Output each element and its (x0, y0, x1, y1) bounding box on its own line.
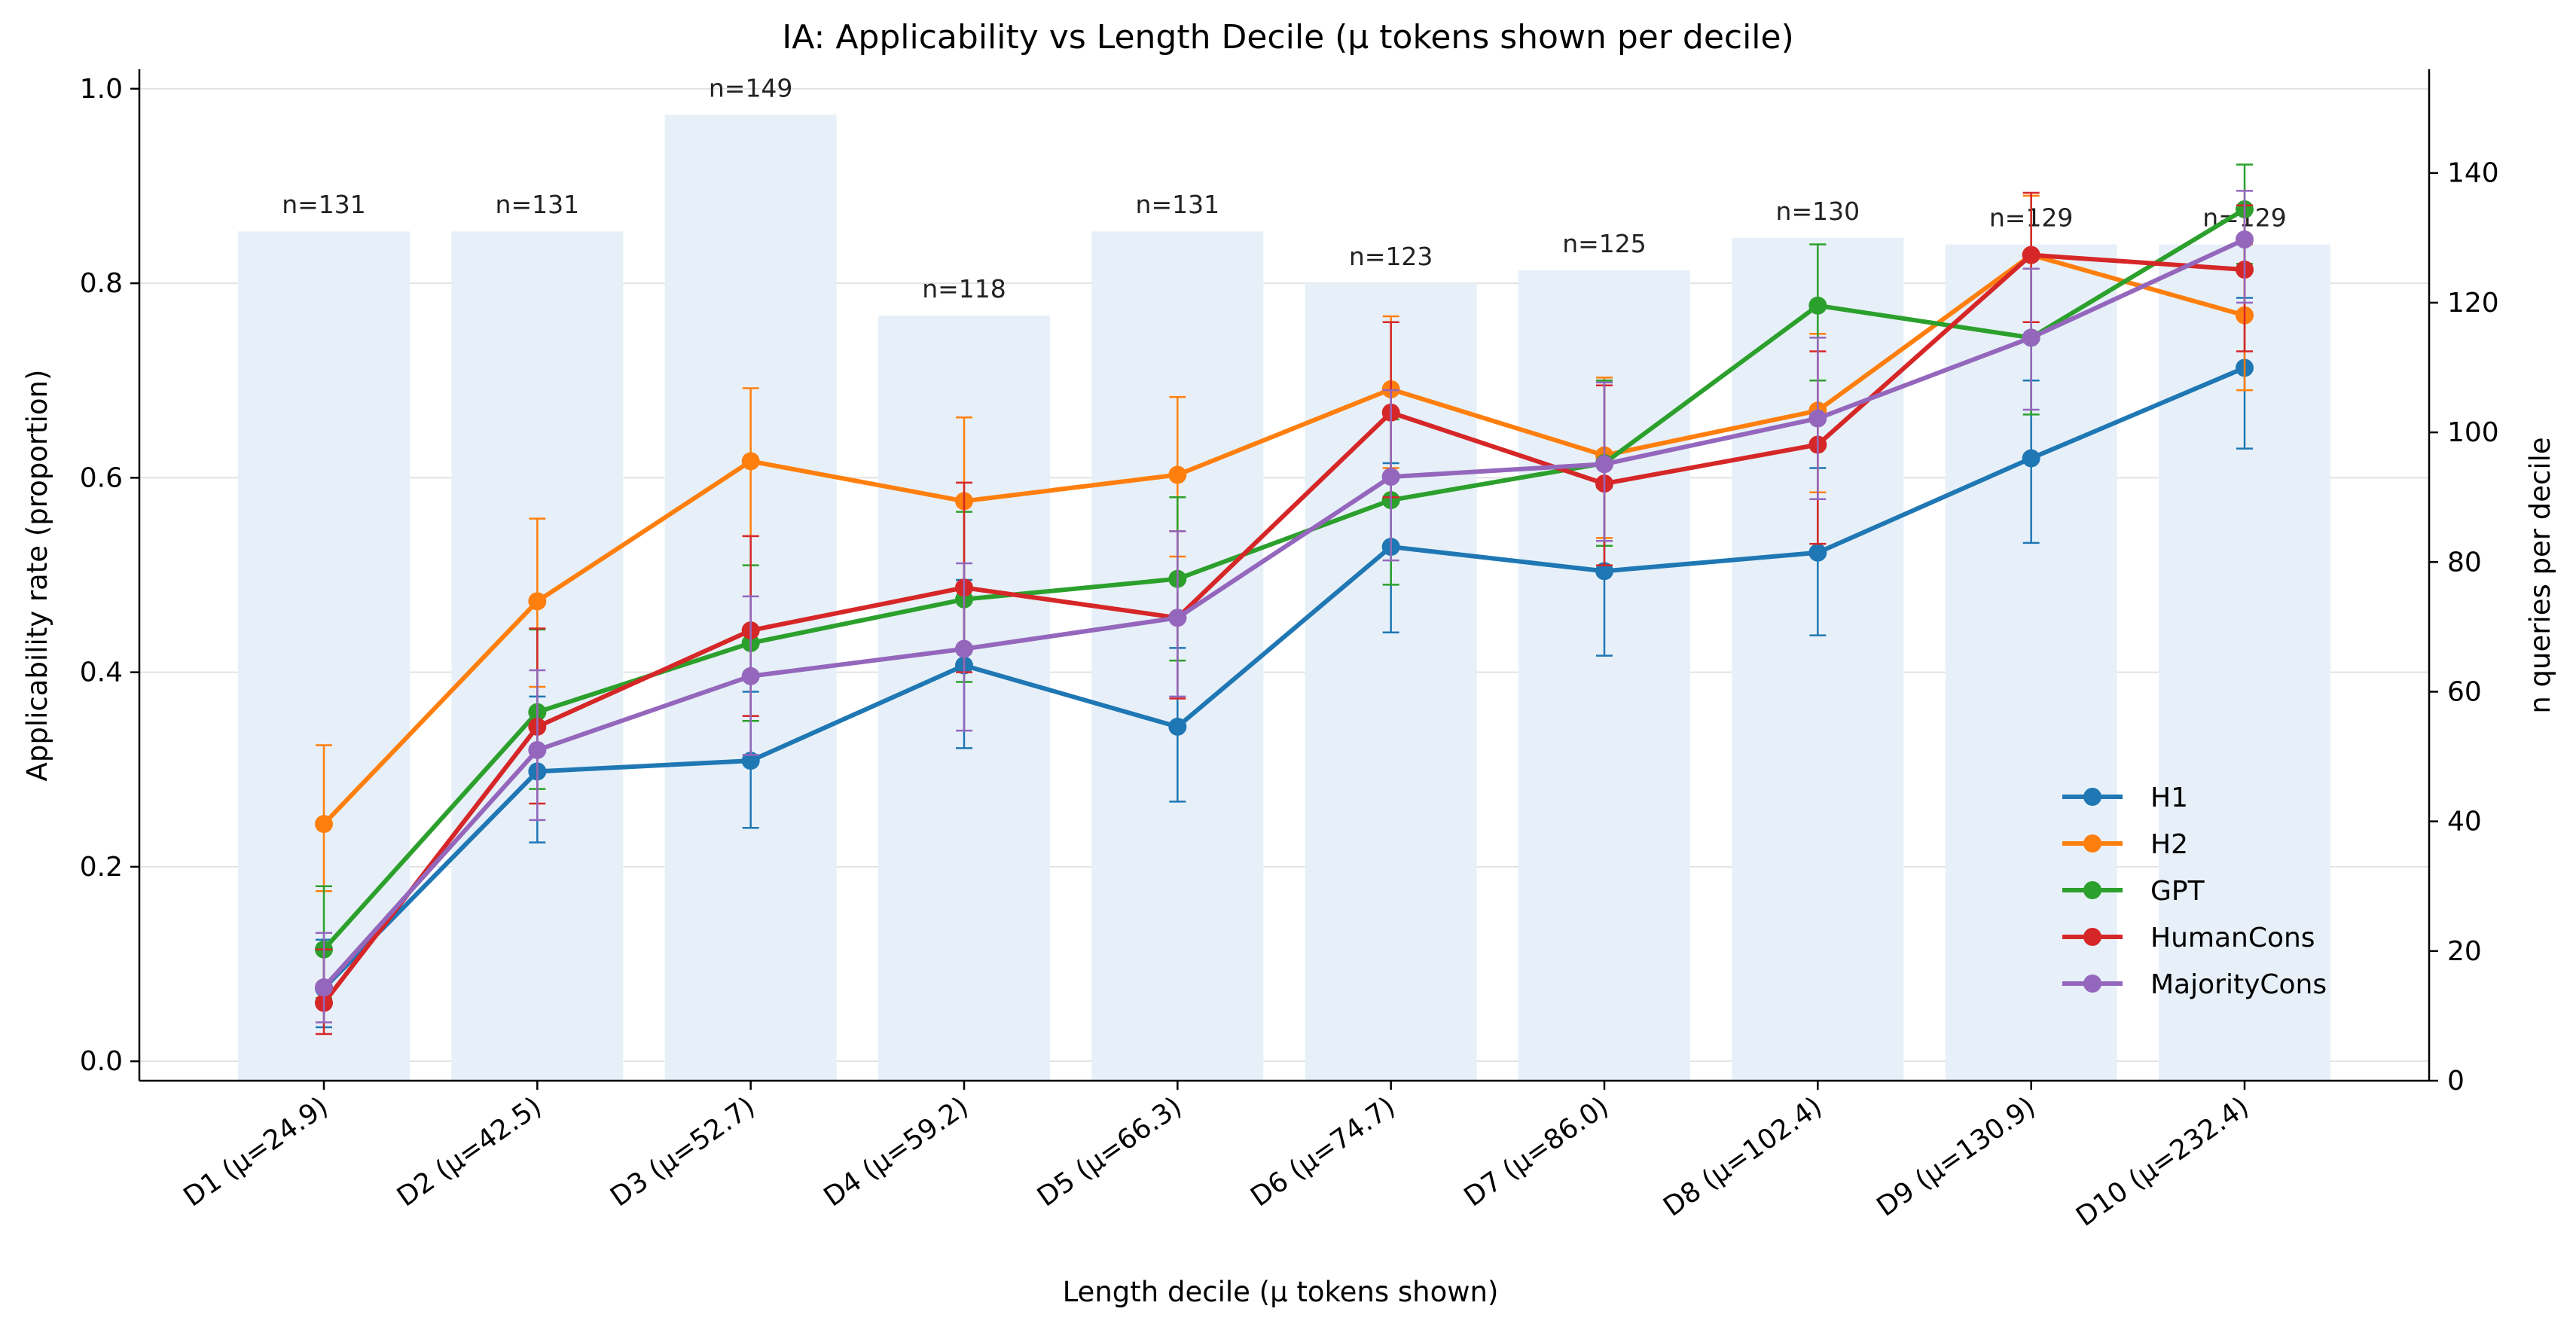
legend-swatch-marker (2083, 928, 2101, 946)
data-point (2236, 230, 2254, 249)
legend-swatch-marker (2083, 834, 2101, 853)
data-point (955, 639, 973, 658)
series-line (322, 252, 2245, 826)
legend-label: MajorityCons (2150, 969, 2327, 1000)
count-label: n=131 (282, 190, 366, 219)
count-label: n=123 (1349, 242, 1433, 271)
data-point (528, 740, 547, 759)
series-line (322, 252, 2245, 1005)
count-label: n=131 (1136, 190, 1220, 219)
y-tick-label: 0.6 (80, 462, 123, 493)
data-point (1381, 468, 1400, 487)
legend-label: HumanCons (2150, 923, 2315, 953)
legend-label: H2 (2150, 829, 2188, 860)
data-point (1808, 543, 1827, 562)
data-point (1168, 717, 1187, 736)
data-point (741, 452, 760, 471)
count-label: n=149 (709, 73, 793, 102)
legend-label: H1 (2150, 782, 2188, 813)
y2-tick-label: 140 (2447, 158, 2499, 189)
y2-tick-label: 80 (2447, 547, 2482, 578)
count-label: n=118 (922, 274, 1006, 304)
series-h2 (315, 194, 2254, 892)
series-line (322, 237, 2246, 990)
y-tick-label: 0.0 (80, 1046, 123, 1077)
y-tick-label: 0.4 (80, 657, 123, 688)
legend: H1 H2 GPT HumanCons MajorityCons (2062, 782, 2327, 1000)
y2-tick-label: 120 (2447, 288, 2499, 319)
data-point (1595, 562, 1613, 581)
series-line (322, 365, 2246, 990)
y2-tick-label: 0 (2447, 1066, 2465, 1097)
data-point (1168, 465, 1187, 484)
y-axis-title: Applicability rate (proportion) (21, 370, 53, 782)
legend-swatch-marker (2083, 881, 2101, 899)
series-lines (315, 163, 2254, 1036)
y2-axis-title: n queries per decile (2524, 437, 2556, 713)
y-tick-label: 0.8 (80, 268, 123, 299)
data-point (1595, 455, 1613, 474)
count-label: n=131 (496, 190, 580, 219)
series-majoritycons (315, 190, 2254, 1023)
y-tick-label: 0.2 (80, 852, 123, 883)
data-point (2022, 246, 2040, 264)
data-point (2022, 328, 2040, 347)
y2-tick-label: 100 (2447, 417, 2499, 448)
data-point (741, 667, 760, 685)
y2-tick-label: 40 (2447, 807, 2482, 837)
data-point (1808, 296, 1827, 315)
count-label: n=125 (1562, 229, 1647, 258)
data-point (741, 752, 760, 770)
data-point (315, 978, 333, 997)
x-axis-title: Length decile (μ tokens shown) (1063, 1276, 1499, 1308)
chart-title: IA: Applicability vs Length Decile (μ to… (782, 18, 1794, 56)
y-tick-label: 1.0 (80, 74, 123, 105)
legend-label: GPT (2150, 876, 2205, 907)
data-point (1808, 409, 1827, 428)
count-label: n=130 (1776, 197, 1860, 226)
data-point (2022, 449, 2040, 468)
y2-tick-label: 60 (2447, 676, 2482, 707)
legend-swatch-marker (2083, 788, 2101, 806)
data-point (528, 592, 547, 611)
data-point (1168, 609, 1187, 627)
legend-swatch-marker (2083, 975, 2101, 993)
y2-tick-label: 20 (2447, 936, 2482, 967)
data-point (315, 815, 333, 834)
